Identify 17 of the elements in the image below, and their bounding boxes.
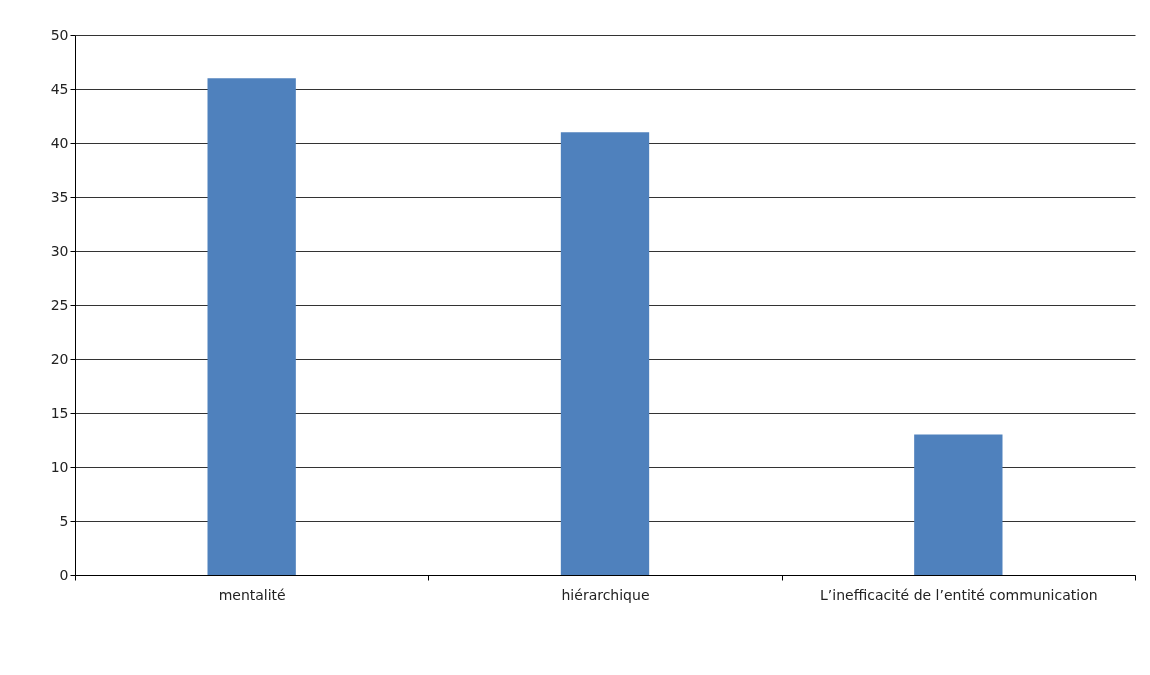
bar	[914, 434, 1003, 575]
bar	[560, 132, 650, 575]
y-tick-label: 35	[50, 188, 69, 205]
y-tick-label: 20	[50, 350, 69, 367]
y-tick-label: 5	[59, 512, 69, 529]
y-tick-label: 30	[50, 242, 69, 259]
x-tick-label: L’inefficacité de l’entité communication	[820, 586, 1098, 603]
y-tick-label: 45	[50, 80, 69, 97]
y-tick-label: 10	[50, 458, 69, 475]
y-tick-label: 0	[59, 566, 69, 583]
y-tick-label: 15	[50, 404, 69, 421]
x-tick-label: mentalité	[218, 586, 286, 603]
y-tick-label: 40	[50, 134, 69, 151]
y-tick-label: 50	[50, 26, 69, 43]
bar	[207, 78, 296, 575]
x-tick-label: hiérarchique	[561, 586, 650, 603]
y-tick-label: 25	[50, 296, 69, 313]
